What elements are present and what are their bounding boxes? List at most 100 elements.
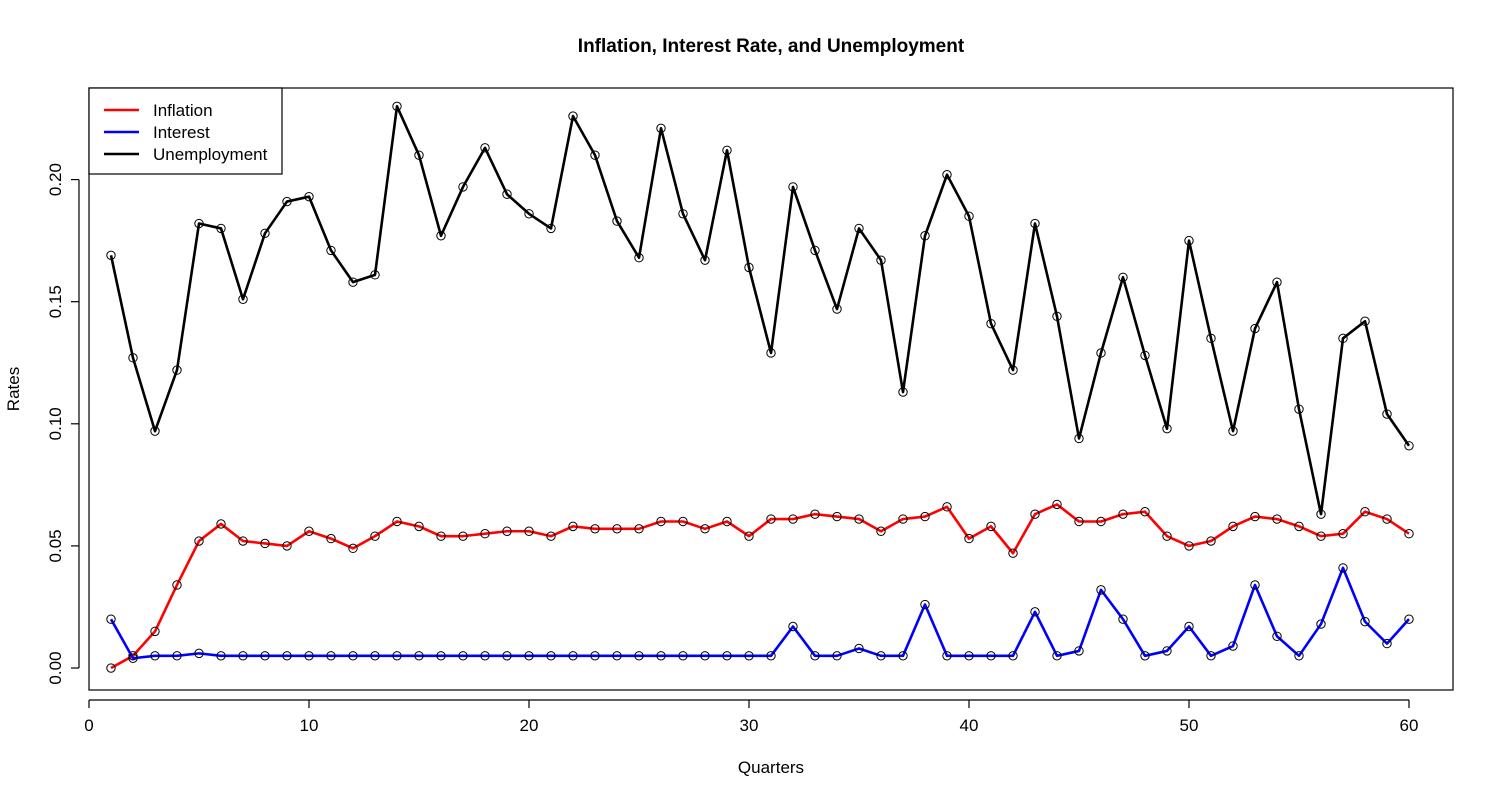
y-tick-label: 0.05 [46,529,65,562]
y-axis: 0.00 0.05 0.10 0.15 0.20 [46,163,80,685]
data-point-unemployment [480,143,490,153]
data-point-interest [194,648,204,659]
data-point-inflation [1272,514,1282,524]
data-point-interest [1272,631,1282,641]
data-point-interest [1074,646,1084,656]
data-point-interest [150,651,160,661]
data-point-interest [1162,646,1172,656]
data-point-inflation [854,514,864,524]
data-point-unemployment [964,211,974,221]
data-point-interest [172,651,182,661]
data-point-inflation [172,580,182,590]
data-point-unemployment [216,223,226,234]
data-point-inflation [1316,531,1326,541]
data-point-inflation [788,514,798,524]
series-line-interest [109,566,1410,660]
data-point-inflation [1294,521,1304,532]
series-line-unemployment [109,105,1411,516]
data-point-inflation [216,519,226,529]
data-point-inflation [920,511,930,522]
data-point-inflation [524,526,534,536]
data-point-interest [898,651,908,661]
data-point-interest [392,651,402,661]
data-point-interest [876,651,886,661]
data-point-interest [634,651,644,661]
legend-label-inflation: Inflation [153,101,213,120]
data-point-unemployment [1162,423,1172,434]
data-point-unemployment [1118,272,1128,282]
data-point-inflation [1228,521,1238,532]
data-point-unemployment [898,387,908,397]
data-point-interest [766,651,776,661]
data-point-inflation [1008,548,1018,558]
data-point-inflation [656,516,666,527]
data-point-interest [722,651,732,661]
x-tick-label: 30 [740,716,759,735]
data-point-unemployment [1360,316,1370,326]
data-point-unemployment [832,304,842,314]
y-tick-label: 0.15 [46,285,65,318]
data-point-inflation [106,663,116,673]
data-point-interest [854,643,864,654]
data-point-inflation [986,521,996,532]
data-point-unemployment [612,216,622,226]
data-point-interest [1184,621,1194,632]
data-point-unemployment [854,223,864,234]
data-point-unemployment [810,245,820,256]
data-point-inflation [1250,511,1260,522]
data-point-inflation [304,526,314,536]
data-point-inflation [436,531,446,541]
data-point-unemployment [1382,409,1392,419]
data-point-unemployment [656,123,666,133]
data-point-unemployment [1140,350,1150,361]
data-point-unemployment [1008,365,1018,375]
data-point-interest [1030,607,1040,617]
data-point-interest [546,651,556,661]
data-point-unemployment [106,250,116,260]
data-point-inflation [150,626,160,637]
data-point-interest [458,651,468,661]
data-point-unemployment [1074,433,1084,444]
data-point-interest [348,651,358,661]
data-point-unemployment [1316,509,1326,519]
data-point-unemployment [436,231,446,241]
data-point-unemployment [1294,404,1304,414]
data-point-interest [788,621,798,632]
data-point-interest [260,651,270,661]
data-point-unemployment [590,150,600,160]
data-point-unemployment [634,253,644,263]
data-point-inflation [942,502,952,512]
data-point-inflation [1404,528,1414,539]
data-point-interest [1404,614,1414,624]
data-point-inflation [568,521,578,532]
plot-area-frame [88,87,1454,691]
data-point-unemployment [1228,426,1238,436]
data-point-interest [1206,651,1216,661]
data-point-unemployment [1030,218,1040,229]
data-point-interest [414,651,424,661]
data-point-interest [1250,580,1260,590]
x-axis-label: Quarters [738,758,804,777]
data-point-unemployment [986,318,996,329]
data-point-unemployment [1184,235,1194,246]
data-point-inflation [1140,507,1150,517]
data-point-interest [964,651,974,661]
data-point-inflation [194,536,204,546]
data-point-unemployment [238,294,248,304]
data-point-inflation [1096,516,1106,527]
data-point-inflation [414,521,424,532]
data-point-interest [216,651,226,661]
data-point-interest [744,651,754,661]
data-point-unemployment [150,426,160,436]
data-point-interest [1228,641,1238,651]
data-point-interest [1338,563,1348,573]
data-point-interest [1294,651,1304,661]
data-point-inflation [392,516,402,527]
data-point-interest [502,651,512,661]
data-point-interest [480,651,490,661]
data-point-inflation [634,524,644,534]
y-axis-label: Rates [4,367,23,411]
data-point-inflation [1360,507,1370,517]
data-point-inflation [282,541,292,551]
data-point-inflation [678,516,688,527]
